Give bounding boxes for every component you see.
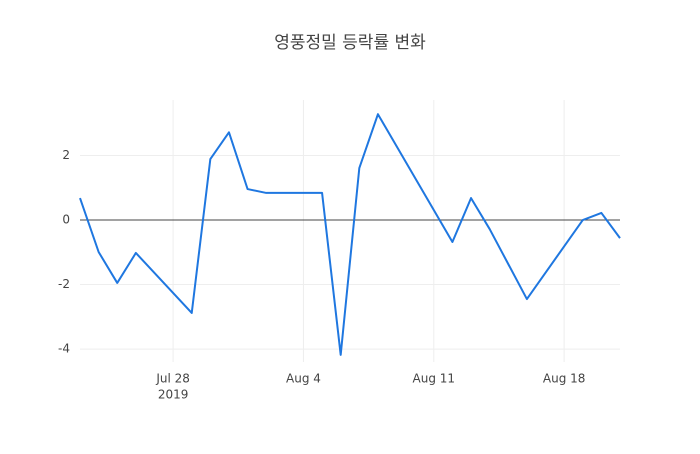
data-line — [79, 113, 621, 356]
y-tick-label: -4 — [58, 342, 70, 356]
y-tick-label: 0 — [62, 213, 70, 227]
chart-title: 영풍정밀 등락률 변화 — [274, 33, 426, 53]
y-tick-label: 2 — [62, 148, 70, 162]
x-tick-label: Jul 28 — [155, 372, 190, 386]
x-tick-year: 2019 — [158, 388, 189, 402]
x-tick-label: Aug 11 — [413, 372, 456, 386]
x-tick-label: Aug 4 — [286, 372, 321, 386]
y-tick-label: -2 — [58, 277, 70, 291]
x-tick-label: Aug 18 — [543, 372, 586, 386]
